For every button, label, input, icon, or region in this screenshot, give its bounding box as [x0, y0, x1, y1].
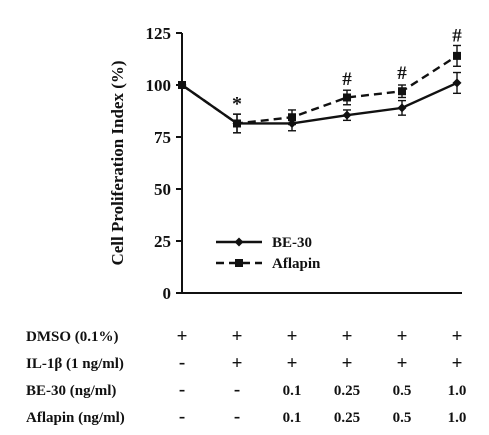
table-cell: -	[234, 379, 240, 400]
legend-marker-diamond	[234, 237, 244, 247]
table-cell: +	[232, 353, 243, 374]
y-tick-label: 0	[163, 284, 172, 303]
table-row-label: IL-1β (1 ng/ml)	[26, 356, 124, 372]
y-tick-label: 75	[154, 128, 171, 147]
table-cell: +	[287, 326, 298, 347]
table-cell: +	[342, 353, 353, 374]
table-cell: +	[232, 326, 243, 347]
axes: 0 25 50 75 100 125 Cell Proliferation Index (%…	[108, 24, 462, 303]
legend-marker-square	[235, 259, 243, 267]
table-cell: 0.25	[334, 383, 360, 399]
marker-square	[288, 113, 296, 122]
significance-marker: #	[452, 25, 462, 46]
significance-marker: #	[397, 63, 407, 84]
table-cell: 0.5	[393, 410, 412, 426]
table-cell: -	[179, 352, 185, 373]
marker-square	[343, 93, 351, 102]
table-row-label: Aflapin (ng/ml)	[26, 410, 125, 426]
legend: BE-30 Aflapin	[216, 235, 321, 272]
y-axis-label: Cell Proliferation Index (%)	[108, 60, 127, 265]
table-cell: 0.25	[334, 410, 360, 426]
y-tick-label: 25	[154, 232, 171, 251]
marker-diamond	[397, 103, 407, 113]
table-cell: 1.0	[448, 410, 467, 426]
table-cell: 0.1	[283, 410, 302, 426]
marker-diamond	[452, 78, 462, 88]
table-cell: 1.0	[448, 383, 467, 399]
significance-marker: #	[342, 69, 352, 90]
significance-marker: *	[232, 93, 242, 115]
table-row-label: BE-30 (ng/ml)	[26, 383, 116, 399]
table-cell: +	[342, 326, 353, 347]
y-tick-label: 125	[146, 24, 172, 43]
table-cell: -	[179, 379, 185, 400]
treatment-table: DMSO (0.1%) + + + + + + IL-1β (1 ng/ml) - + + + + + BE…	[26, 326, 466, 427]
marker-square	[178, 81, 186, 89]
table-cell: -	[234, 406, 240, 427]
plot-area: * # # #	[177, 25, 462, 134]
table-cell: 0.1	[283, 383, 302, 399]
y-tick-label: 100	[146, 76, 172, 95]
table-cell: 0.5	[393, 383, 412, 399]
legend-label: BE-30	[272, 235, 312, 251]
table-cell: +	[177, 326, 188, 347]
table-cell: +	[452, 353, 463, 374]
table-row-label: DMSO (0.1%)	[26, 329, 119, 345]
legend-label: Aflapin	[272, 256, 321, 272]
table-cell: +	[397, 326, 408, 347]
marker-diamond	[342, 110, 352, 120]
series-line-be-30	[181, 81, 458, 125]
marker-square	[398, 87, 406, 96]
y-tick-label: 50	[154, 180, 171, 199]
table-cell: +	[287, 353, 298, 374]
table-cell: -	[179, 406, 185, 427]
series-line-aflapin	[181, 54, 458, 125]
marker-square	[453, 51, 461, 60]
table-cell: +	[452, 326, 463, 347]
marker-square	[233, 119, 241, 128]
table-cell: +	[397, 353, 408, 374]
